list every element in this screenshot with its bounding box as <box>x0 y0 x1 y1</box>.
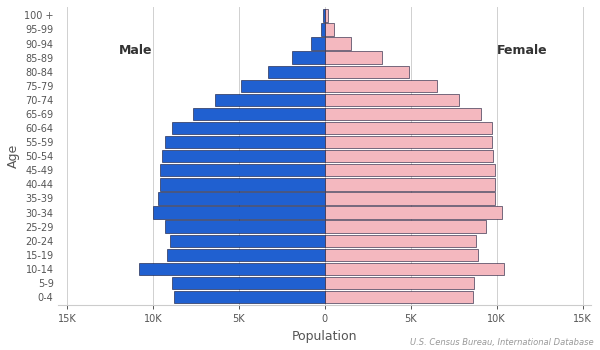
Text: Male: Male <box>119 44 152 57</box>
Bar <box>165 220 325 233</box>
Bar <box>325 122 491 134</box>
Bar <box>325 206 502 219</box>
Bar <box>325 178 495 190</box>
Bar <box>173 291 325 303</box>
Bar <box>311 37 325 50</box>
Bar <box>193 108 325 120</box>
Bar <box>320 23 325 36</box>
Bar <box>172 122 325 134</box>
Bar <box>241 79 325 92</box>
Bar <box>215 94 325 106</box>
Bar <box>167 248 325 261</box>
Bar <box>325 108 481 120</box>
Bar <box>325 37 350 50</box>
Bar <box>325 262 503 275</box>
Bar <box>325 164 495 176</box>
Bar <box>325 277 475 289</box>
Bar <box>161 150 325 162</box>
Bar <box>160 178 325 190</box>
Bar <box>325 51 382 64</box>
Bar <box>325 79 437 92</box>
Bar <box>165 136 325 148</box>
Bar <box>325 248 478 261</box>
Bar <box>325 23 334 36</box>
Bar <box>323 9 325 22</box>
Bar <box>325 291 473 303</box>
X-axis label: Population: Population <box>292 330 358 343</box>
Bar <box>139 262 325 275</box>
Text: U.S. Census Bureau, International Database: U.S. Census Bureau, International Databa… <box>410 337 594 346</box>
Bar <box>153 206 325 219</box>
Bar <box>268 65 325 78</box>
Y-axis label: Age: Age <box>7 144 20 168</box>
Bar <box>170 234 325 247</box>
Bar <box>158 192 325 205</box>
Bar <box>160 164 325 176</box>
Bar <box>325 234 476 247</box>
Bar <box>325 94 459 106</box>
Bar <box>325 150 493 162</box>
Bar <box>172 277 325 289</box>
Bar <box>292 51 325 64</box>
Bar <box>325 136 491 148</box>
Bar <box>325 9 328 22</box>
Bar <box>325 192 495 205</box>
Text: Female: Female <box>497 44 548 57</box>
Bar <box>325 220 487 233</box>
Bar <box>325 65 409 78</box>
